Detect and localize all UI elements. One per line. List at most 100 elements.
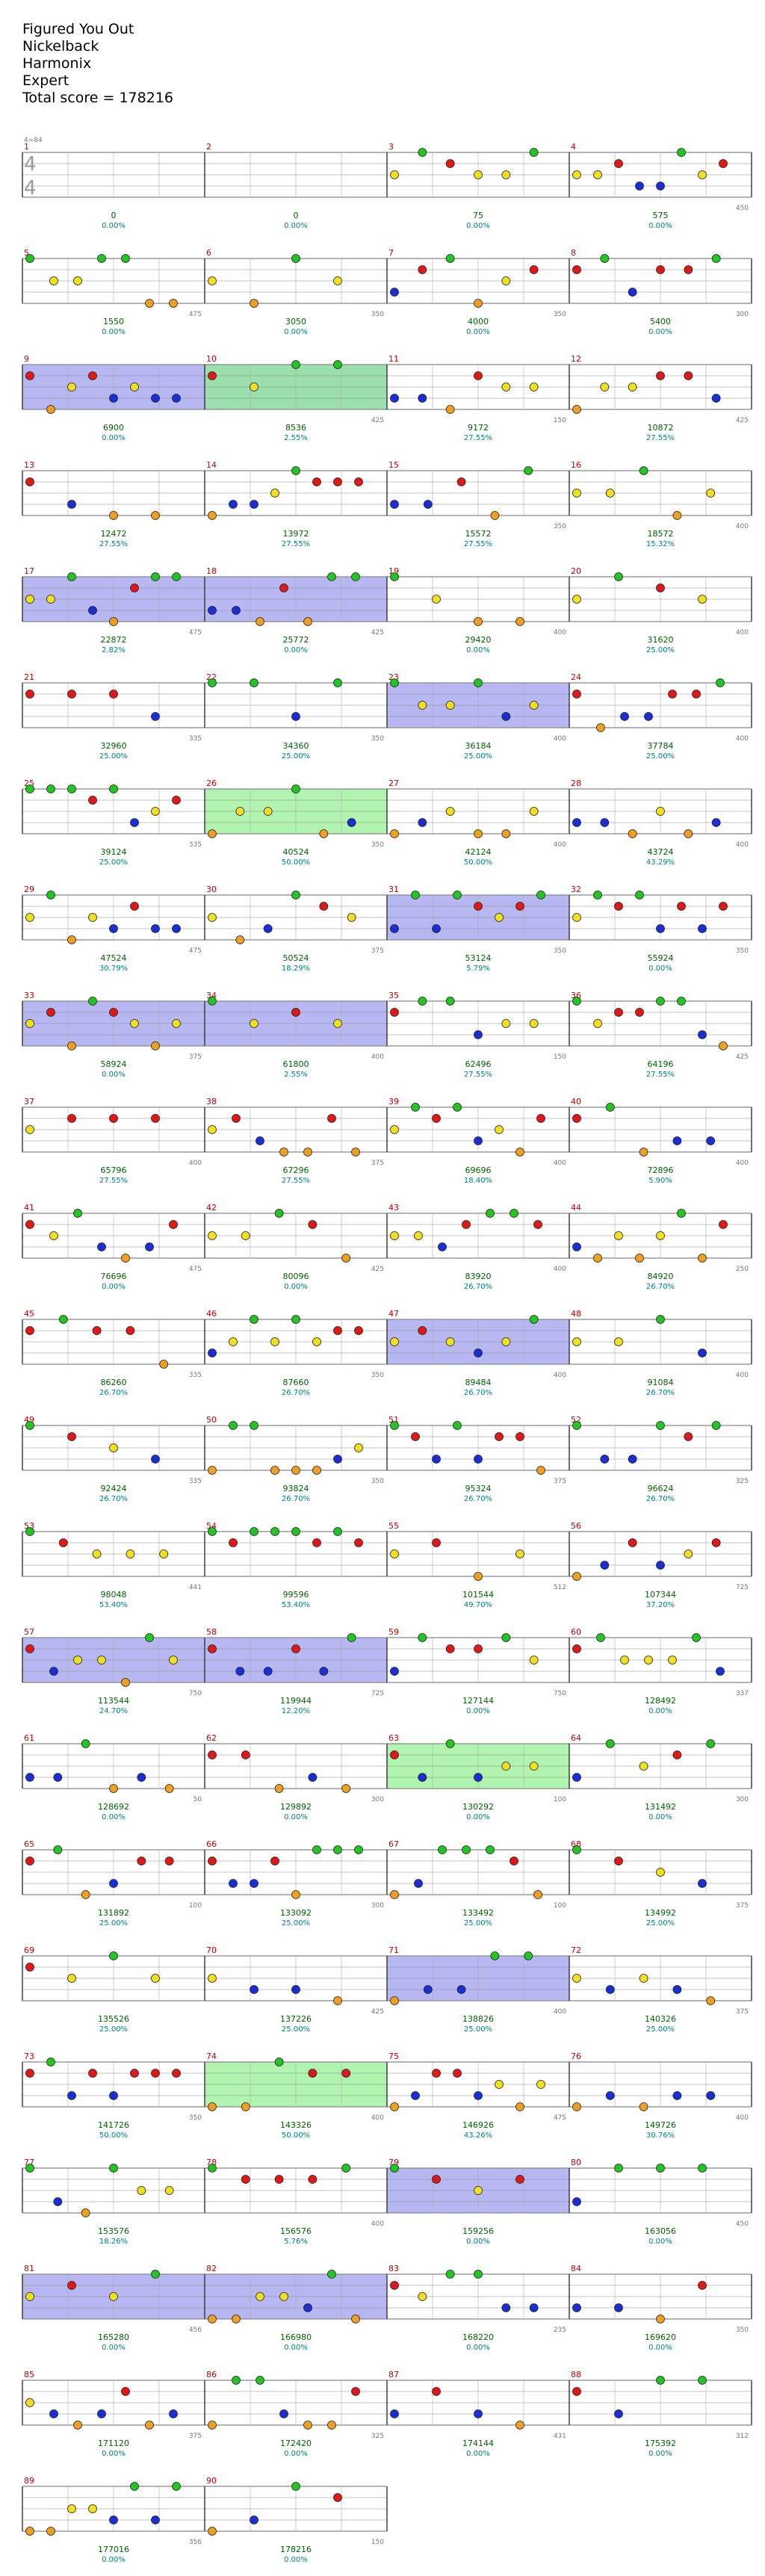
gem-note [274, 2175, 284, 2184]
gem-note [208, 1750, 217, 1759]
gem-note [208, 1644, 217, 1653]
gem-note [67, 383, 76, 391]
gem-note [25, 254, 34, 263]
overdrive-percent: 0.00% [102, 434, 126, 442]
measure-score: 40524 [283, 847, 309, 857]
gem-note [354, 1326, 363, 1335]
measure-number: 85 [24, 2370, 34, 2380]
gem-note [453, 1421, 462, 1430]
note-count: 400 [189, 1159, 202, 1167]
gem-note [418, 701, 427, 710]
measure-number: 48 [571, 1309, 581, 1319]
measure-number: 5 [24, 248, 29, 258]
gem-note [130, 2482, 139, 2491]
gem-note [145, 299, 154, 308]
gem-note [232, 1114, 241, 1123]
gem-note [208, 1125, 217, 1134]
gem-note [414, 1231, 423, 1240]
gem-note [97, 2409, 106, 2418]
gem-note [109, 394, 118, 403]
gem-note [390, 2164, 399, 2173]
overdrive-percent: 50.00% [282, 858, 310, 867]
gem-note [274, 2058, 284, 2066]
overdrive-percent: 0.00% [466, 2450, 490, 2458]
gem-note [250, 299, 258, 308]
gem-note [515, 2102, 524, 2111]
song-artist: Nickelback [22, 38, 99, 55]
gem-note [73, 2421, 82, 2430]
overdrive-percent: 25.00% [282, 752, 310, 761]
note-count: 350 [554, 311, 566, 318]
measure-score: 149726 [645, 2120, 676, 2130]
gem-note [620, 712, 629, 721]
gem-note [501, 829, 511, 838]
gem-note [291, 712, 300, 721]
measure-score: 130292 [462, 1802, 494, 1812]
gem-note [418, 394, 427, 403]
overdrive-percent: 0.00% [466, 646, 490, 654]
overdrive-percent: 43.26% [464, 2131, 492, 2140]
note-count: 350 [371, 311, 384, 318]
staff-row: 213353296025.00%223503436025.00%23400361… [22, 672, 752, 761]
gem-note [46, 405, 55, 414]
note-count: 400 [554, 1372, 566, 1379]
measure-score: 141726 [98, 2120, 129, 2130]
overdrive-percent: 0.00% [648, 222, 672, 230]
gem-note [677, 148, 686, 157]
overdrive-percent: 0.00% [648, 965, 672, 973]
gem-note [524, 466, 533, 475]
gem-note [593, 1019, 602, 1028]
gem-note [49, 1231, 58, 1240]
note-count: 100 [189, 1902, 202, 1910]
note-count: 350 [371, 1478, 384, 1485]
gem-note [25, 477, 34, 486]
overdrive-percent: 27.55% [282, 1177, 310, 1185]
gem-note [255, 2292, 264, 2301]
gem-note [232, 606, 241, 615]
gem-note [445, 1337, 455, 1346]
gem-note [495, 1432, 504, 1441]
gem-note [151, 2270, 160, 2279]
gem-note [390, 170, 399, 179]
measure-score: 98048 [101, 1590, 127, 1600]
gem-note [333, 1527, 342, 1536]
gem-note [438, 1845, 447, 1854]
gem-note [445, 1644, 455, 1653]
gem-note [390, 1890, 399, 1899]
overdrive-percent: 0.00% [284, 1813, 308, 1821]
measure-number: 43 [388, 1203, 399, 1213]
measure-number: 31 [388, 885, 399, 894]
gem-note [46, 891, 55, 900]
gem-note [169, 299, 178, 308]
overdrive-percent: 0.00% [102, 1283, 126, 1291]
gem-note [121, 2387, 130, 2396]
gem-note [97, 254, 106, 263]
staff-row: 61501286920.00%623001298920.00%631001302… [22, 1733, 752, 1821]
gem-note [172, 1019, 181, 1028]
gem-note [423, 500, 433, 509]
note-count: 350 [736, 947, 749, 955]
gem-note [524, 1951, 533, 1960]
measure-score: 13972 [283, 529, 309, 539]
overdrive-percent: 0.00% [648, 2450, 672, 2458]
gem-note [474, 1136, 483, 1145]
gem-note [501, 1762, 511, 1771]
gem-note [58, 1538, 68, 1547]
note-count: 375 [189, 2433, 202, 2440]
gem-note [639, 1974, 648, 1983]
gem-note [67, 784, 76, 793]
measure-number: 60 [571, 1627, 581, 1637]
note-count: 375 [736, 2008, 749, 2016]
note-count: 350 [371, 735, 384, 743]
staff-row: 131247227.55%141397227.55%153501557227.5… [22, 460, 752, 548]
gem-note [46, 784, 55, 793]
gem-note [456, 477, 466, 486]
measure-number: 28 [571, 778, 581, 788]
gem-note [208, 1527, 217, 1536]
measure-score: 153576 [98, 2226, 129, 2236]
measure-number: 8 [571, 248, 576, 258]
measure-number: 75 [388, 2052, 399, 2061]
overdrive-percent: 26.70% [646, 1283, 675, 1291]
note-count: 400 [554, 1266, 566, 1273]
staff-row: 17475228722.82%18425257720.00%1940029420… [22, 566, 752, 654]
